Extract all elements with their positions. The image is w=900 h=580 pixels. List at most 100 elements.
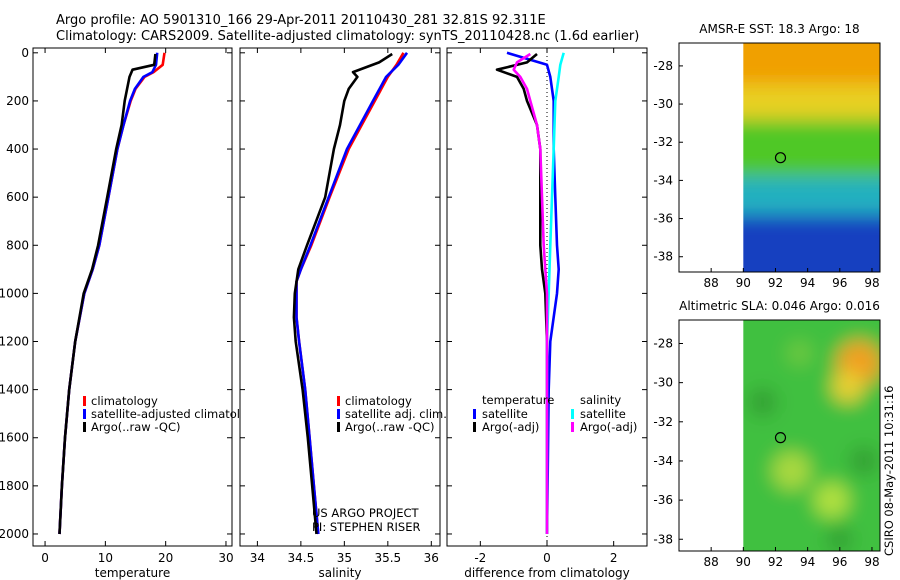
sla_map-xtick-label: 94	[800, 555, 815, 569]
salinity-series-2-line	[292, 52, 393, 535]
sla_map-blob-1	[831, 370, 864, 403]
sla_map-ytick-label: -30	[653, 376, 673, 390]
salinity-series-1-line	[295, 52, 409, 535]
depth-tick-label: 1000	[0, 286, 29, 300]
sst_map-ytick-label: -38	[653, 250, 673, 264]
depth-tick-label: 1400	[0, 383, 29, 397]
difference-series-0-line	[506, 51, 561, 535]
sst_map-ytick-label: -30	[653, 97, 673, 111]
project-line1: US ARGO PROJECT	[312, 506, 420, 520]
temperature-legend-label-1: satellite-adjusted climatology	[91, 407, 261, 421]
sla_map-xtick-label: 90	[736, 555, 751, 569]
sla_map-ytick-label: -34	[653, 454, 673, 468]
temperature-xtick-label: 30	[218, 551, 233, 565]
difference-x-axis-label: difference from climatology	[464, 566, 630, 580]
temperature-panel: 0 10 20 30 0 200 400 600 800 1000 1200 1400 1600 1800…	[0, 46, 261, 580]
temperature-series-2-line	[58, 53, 157, 535]
sst_map-title: AMSR-E SST: 18.3 Argo: 18	[699, 22, 859, 36]
difference-series-3-line	[512, 52, 549, 534]
sla_map-ytick-label: -32	[653, 415, 673, 429]
difference-xtick-label: 0	[543, 551, 551, 565]
sst_map-frame	[678, 42, 881, 273]
sla_map-blob-4	[748, 387, 778, 417]
temperature-xtick-label: 10	[98, 551, 113, 565]
figure-title-line1: Argo profile: AO 5901310_166 29-Apr-2011…	[56, 13, 546, 28]
sst_map-ytick-label: -36	[653, 212, 673, 226]
salinity-x-axis-label: salinity	[318, 566, 361, 580]
depth-tick-label: 1600	[0, 431, 29, 445]
sst_map-ytick-label: -28	[653, 59, 673, 73]
sla_map-ytick-label: -28	[653, 336, 673, 350]
sla_map-frame	[678, 319, 881, 552]
sla-map-panel: Altimetric SLA: 0.046 Argo: 0.016 88 90 92 9…	[653, 299, 881, 569]
sla_map-blob-5	[849, 446, 879, 476]
salinity-xtick-label: 34	[250, 551, 265, 565]
temperature-plot-frame	[32, 47, 233, 547]
sla_map-title: Altimetric SLA: 0.046 Argo: 0.016	[679, 299, 880, 313]
difference-xtick-label: -2	[474, 551, 486, 565]
sla_map-ytick-label: -38	[653, 532, 673, 546]
temperature-legend-label-0: climatology	[91, 394, 158, 408]
depth-tick-label: 800	[6, 238, 29, 252]
difference-legend-swatch-0-1	[473, 422, 476, 432]
temperature-xtick-label: 20	[158, 551, 173, 565]
sst_map-xtick-label: 88	[704, 276, 719, 290]
difference-legend-label-1-0: satellite	[580, 407, 626, 421]
sla_map-xtick-label: 96	[832, 555, 847, 569]
depth-tick-label: 1200	[0, 335, 29, 349]
sla_map-blob-7	[786, 340, 813, 367]
temperature-legend-swatch-2	[83, 422, 86, 432]
sla_map-xtick-label: 98	[864, 555, 879, 569]
difference-legend-swatch-0-0	[473, 409, 476, 419]
sst_map-xtick-label: 92	[768, 276, 783, 290]
sla_map-ytick-label: -36	[653, 493, 673, 507]
project-line2: PI: STEPHEN RISER	[312, 520, 421, 534]
sla_map-argo-position-marker	[774, 432, 787, 444]
sst_map-ytick-label: -32	[653, 135, 673, 149]
sla_map-xtick-label: 92	[768, 555, 783, 569]
salinity-legend-swatch-0	[337, 396, 340, 406]
sla_map-xtick-label: 88	[704, 555, 719, 569]
depth-tick-label: 0	[21, 46, 29, 60]
difference-xtick-label: 2	[610, 551, 618, 565]
sla_map-blob-6	[826, 526, 853, 551]
sla_map-blob-3	[814, 482, 850, 518]
difference-legend-swatch-1-1	[571, 422, 574, 432]
temperature-x-axis-label: temperature	[95, 566, 170, 580]
sst_map-band-2	[743, 119, 880, 177]
sst_map-field-blurred	[743, 43, 880, 272]
salinity-panel: 34 34.5 35 35.5 36 salinity climatologysatelli…	[239, 47, 447, 580]
sla_map-field	[743, 320, 880, 551]
salinity-legend-label-1: satellite adj. clim.	[345, 407, 447, 421]
salinity-legend-swatch-2	[337, 422, 340, 432]
depth-tick-label: 200	[6, 94, 29, 108]
sst_map-xtick-label: 90	[736, 276, 751, 290]
sst_map-band-0	[743, 43, 880, 85]
salinity-legend-label-2: Argo(..raw -QC)	[345, 420, 435, 434]
depth-tick-label: 400	[6, 142, 29, 156]
salinity-legend-swatch-1	[337, 409, 340, 419]
salinity-legend-label-0: climatology	[345, 394, 412, 408]
sla_map-field-blurred	[743, 320, 880, 551]
salinity-xtick-label: 35	[337, 551, 352, 565]
difference-legend-label-0-1: Argo(-adj)	[482, 420, 539, 434]
sst_map-ytick-label: -34	[653, 173, 673, 187]
salinity-xtick-label: 34.5	[288, 551, 315, 565]
salinity-xtick-label: 35.5	[374, 551, 401, 565]
sst-map-panel: AMSR-E SST: 18.3 Argo: 18 88 90 92 94 96 98 -28…	[653, 22, 881, 290]
temperature-legend-swatch-1	[83, 409, 86, 419]
sla_map-blob-2	[772, 451, 811, 491]
difference-legend-label-1-1: Argo(-adj)	[580, 420, 637, 434]
sst_map-band-1	[743, 84, 880, 120]
sst_map-band-4	[743, 214, 880, 272]
sst_map-xtick-label: 94	[800, 276, 815, 290]
difference-legend-swatch-1-0	[571, 409, 574, 419]
temperature-xtick-label: 0	[41, 551, 49, 565]
temperature-legend-swatch-0	[83, 396, 86, 406]
difference-legend-title-0: temperature	[482, 393, 554, 407]
depth-tick-label: 1800	[0, 479, 29, 493]
salinity-plot-frame	[239, 47, 441, 547]
sst_map-xtick-label: 98	[864, 276, 879, 290]
